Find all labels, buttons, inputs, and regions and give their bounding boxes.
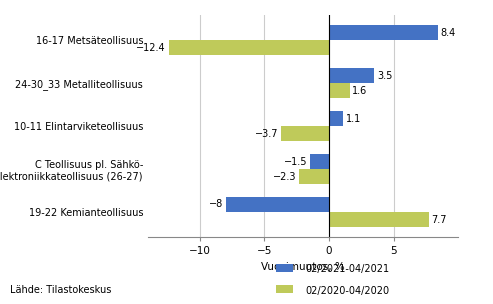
Text: −3.7: −3.7: [255, 129, 279, 139]
Bar: [310, 154, 329, 169]
Bar: [329, 68, 374, 83]
Text: −1.5: −1.5: [283, 157, 307, 167]
Text: 7.7: 7.7: [431, 215, 447, 225]
X-axis label: Vuosimuutos, %: Vuosimuutos, %: [261, 262, 345, 272]
Text: 3.5: 3.5: [377, 71, 392, 81]
Bar: [281, 126, 329, 141]
Text: 8.4: 8.4: [440, 28, 456, 38]
Bar: [299, 169, 329, 184]
Bar: [225, 197, 329, 212]
Bar: [329, 83, 350, 98]
Text: 02/2020-04/2020: 02/2020-04/2020: [306, 286, 390, 296]
Text: −12.4: −12.4: [137, 43, 166, 53]
Bar: [329, 111, 343, 126]
Text: −8: −8: [209, 199, 223, 209]
Bar: [329, 25, 438, 40]
Bar: [329, 212, 429, 227]
Bar: [169, 40, 329, 55]
Text: −2.3: −2.3: [273, 171, 297, 181]
Text: Lähde: Tilastokeskus: Lähde: Tilastokeskus: [10, 285, 111, 295]
Text: 02/2021-04/2021: 02/2021-04/2021: [306, 264, 390, 275]
Text: 1.6: 1.6: [352, 86, 368, 96]
Text: 1.1: 1.1: [346, 114, 361, 124]
